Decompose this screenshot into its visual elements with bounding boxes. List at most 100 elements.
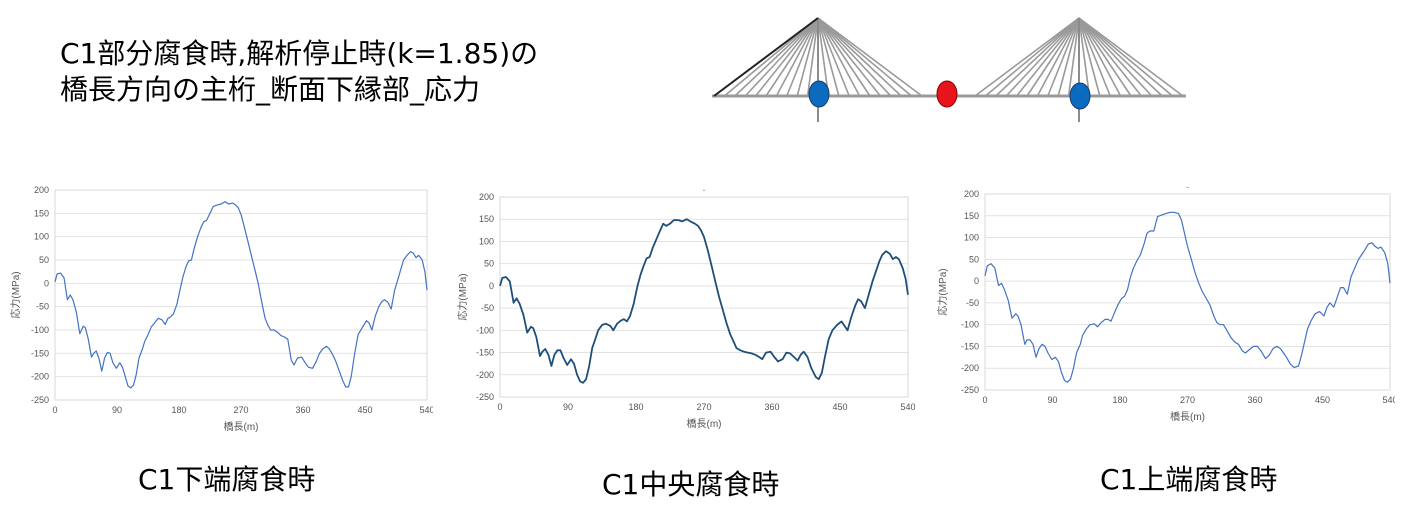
y-axis-label: 応力(MPa) (456, 273, 469, 320)
y-tick-label: -150 (31, 348, 49, 358)
stay-cable (1078, 17, 1111, 97)
stay-cable (817, 17, 902, 97)
x-tick-label: 450 (832, 402, 847, 412)
stay-cable (734, 17, 819, 97)
stay-cable (817, 17, 861, 97)
chart-title: - (1186, 183, 1189, 192)
y-tick-label: -200 (31, 372, 49, 382)
y-tick-label: -250 (31, 395, 49, 405)
x-tick-label: 540 (900, 402, 915, 412)
stay-cable (817, 17, 840, 97)
y-tick-label: 50 (484, 259, 494, 269)
x-tick-label: 0 (982, 395, 987, 405)
stay-cable (806, 17, 819, 97)
y-tick-label: 100 (34, 232, 49, 242)
caption-top-corrosion: C1上端腐食時 (1100, 463, 1278, 496)
caption-center-corrosion: C1中央腐食時 (602, 468, 780, 501)
stay-cable (1057, 17, 1080, 97)
y-tick-label: -50 (481, 303, 494, 313)
y-tick-label: -150 (476, 348, 494, 358)
series-line (54, 201, 428, 389)
corroded-marker-center (936, 80, 958, 108)
stay-cable (775, 17, 819, 97)
y-tick-label: 0 (489, 281, 494, 291)
stay-cable (1067, 17, 1080, 97)
stay-cable (1036, 17, 1080, 97)
x-axis-label: 橋長(m) (1170, 410, 1205, 423)
y-tick-label: -100 (31, 325, 49, 335)
x-axis-label: 橋長(m) (687, 417, 722, 430)
stay-cable (1078, 17, 1132, 97)
y-tick-label: 50 (39, 255, 49, 265)
stay-cable (765, 17, 819, 97)
y-tick-label: 100 (964, 233, 979, 243)
stay-cable (1078, 17, 1101, 97)
stay-cable (1078, 17, 1153, 97)
y-tick-label: 100 (479, 236, 494, 246)
y-tick-label: -150 (961, 341, 979, 351)
stay-cable (817, 17, 882, 97)
y-tick-label: -100 (476, 325, 494, 335)
y-tick-label: -200 (961, 363, 979, 373)
plot-area (54, 189, 428, 401)
y-tick-label: 0 (44, 278, 49, 288)
stay-cable (817, 17, 923, 97)
y-tick-label: -250 (476, 392, 494, 402)
x-tick-label: 90 (1047, 395, 1057, 405)
stay-cable (817, 17, 913, 97)
normal-marker-left (808, 80, 830, 108)
x-tick-label: 90 (563, 402, 573, 412)
y-tick-label: -250 (961, 385, 979, 395)
x-tick-label: 270 (233, 405, 248, 415)
x-tick-label: 180 (628, 402, 643, 412)
stay-cable (796, 17, 819, 97)
y-tick-label: -100 (961, 320, 979, 330)
y-axis-label: 応力(MPa) (936, 268, 949, 315)
title-line-1: C1部分腐食時,解析停止時(k=1.85)の (60, 37, 539, 70)
stay-cable (1026, 17, 1080, 97)
y-tick-label: 200 (964, 189, 979, 199)
stay-cable (1078, 17, 1091, 97)
stay-cable (817, 17, 892, 97)
stay-cable (1015, 17, 1080, 97)
y-tick-label: 150 (479, 214, 494, 224)
stay-cable (1078, 17, 1174, 97)
plot-area (984, 193, 1391, 391)
title-line-2: 橋長方向の主桁_断面下縁部_応力 (60, 73, 481, 106)
stay-cable (1078, 17, 1163, 97)
series-line (499, 218, 909, 384)
x-tick-label: 0 (52, 405, 57, 415)
x-tick-label: 270 (1180, 395, 1195, 405)
stay-cable (817, 17, 850, 97)
page-title: C1部分腐食時,解析停止時(k=1.85)の 橋長方向の主桁_断面下縁部_応力 (60, 36, 538, 108)
stay-cable (817, 17, 830, 97)
backstay-cable (713, 17, 819, 97)
x-tick-label: 450 (357, 405, 372, 415)
y-tick-label: 0 (974, 276, 979, 286)
caption-bottom-corrosion: C1下端腐食時 (138, 463, 316, 496)
stay-cable (817, 17, 871, 97)
stay-cable (1078, 17, 1143, 97)
y-tick-label: 200 (479, 192, 494, 202)
x-tick-label: 180 (171, 405, 186, 415)
chart-title: - (703, 185, 706, 195)
bridge-cables (713, 17, 1184, 97)
stay-cable (723, 17, 819, 97)
stay-cable (1005, 17, 1080, 97)
y-tick-label: 150 (964, 211, 979, 221)
stay-cable (744, 17, 819, 97)
stay-cable (974, 17, 1080, 97)
y-tick-label: -200 (476, 370, 494, 380)
stay-cable (1078, 17, 1184, 97)
bridge-diagram (712, 17, 1186, 122)
x-tick-label: 0 (497, 402, 502, 412)
y-tick-label: -50 (966, 298, 979, 308)
stay-cable (995, 17, 1080, 97)
y-tick-label: 200 (34, 185, 49, 195)
stay-cable (1078, 17, 1122, 97)
series-line (984, 211, 1391, 383)
x-tick-label: 360 (764, 402, 779, 412)
